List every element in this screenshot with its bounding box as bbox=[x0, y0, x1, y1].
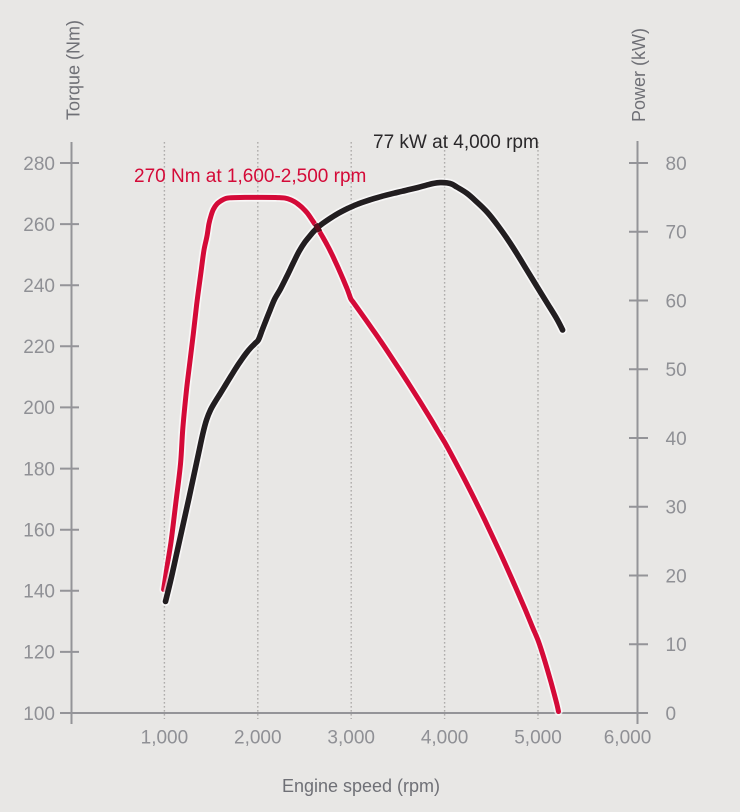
svg-text:160: 160 bbox=[23, 521, 55, 542]
svg-text:220: 220 bbox=[23, 337, 55, 358]
svg-text:120: 120 bbox=[23, 643, 55, 664]
svg-text:4,000: 4,000 bbox=[421, 728, 469, 749]
svg-text:0: 0 bbox=[666, 704, 677, 725]
svg-text:280: 280 bbox=[23, 154, 55, 175]
svg-text:20: 20 bbox=[666, 566, 687, 587]
svg-text:260: 260 bbox=[23, 215, 55, 236]
svg-text:80: 80 bbox=[666, 154, 687, 175]
svg-text:40: 40 bbox=[666, 429, 687, 450]
svg-text:100: 100 bbox=[23, 704, 55, 725]
svg-text:270 Nm at 1,600-2,500 rpm: 270 Nm at 1,600-2,500 rpm bbox=[134, 166, 366, 187]
svg-text:30: 30 bbox=[666, 498, 687, 519]
svg-text:3,000: 3,000 bbox=[327, 728, 375, 749]
svg-text:1,000: 1,000 bbox=[141, 728, 189, 749]
svg-text:6,000: 6,000 bbox=[604, 728, 652, 749]
svg-text:140: 140 bbox=[23, 582, 55, 603]
svg-text:10: 10 bbox=[666, 635, 687, 656]
svg-text:5,000: 5,000 bbox=[514, 728, 562, 749]
svg-text:200: 200 bbox=[23, 398, 55, 419]
svg-text:77 kW at 4,000 rpm: 77 kW at 4,000 rpm bbox=[373, 132, 539, 153]
svg-text:Engine speed (rpm): Engine speed (rpm) bbox=[282, 776, 440, 796]
svg-text:50: 50 bbox=[666, 360, 687, 381]
svg-text:60: 60 bbox=[666, 291, 687, 312]
svg-text:70: 70 bbox=[666, 223, 687, 244]
svg-text:Power (kW): Power (kW) bbox=[629, 28, 649, 122]
svg-text:240: 240 bbox=[23, 276, 55, 297]
svg-text:Torque (Nm): Torque (Nm) bbox=[64, 20, 84, 120]
svg-text:180: 180 bbox=[23, 459, 55, 480]
svg-text:2,000: 2,000 bbox=[234, 728, 282, 749]
